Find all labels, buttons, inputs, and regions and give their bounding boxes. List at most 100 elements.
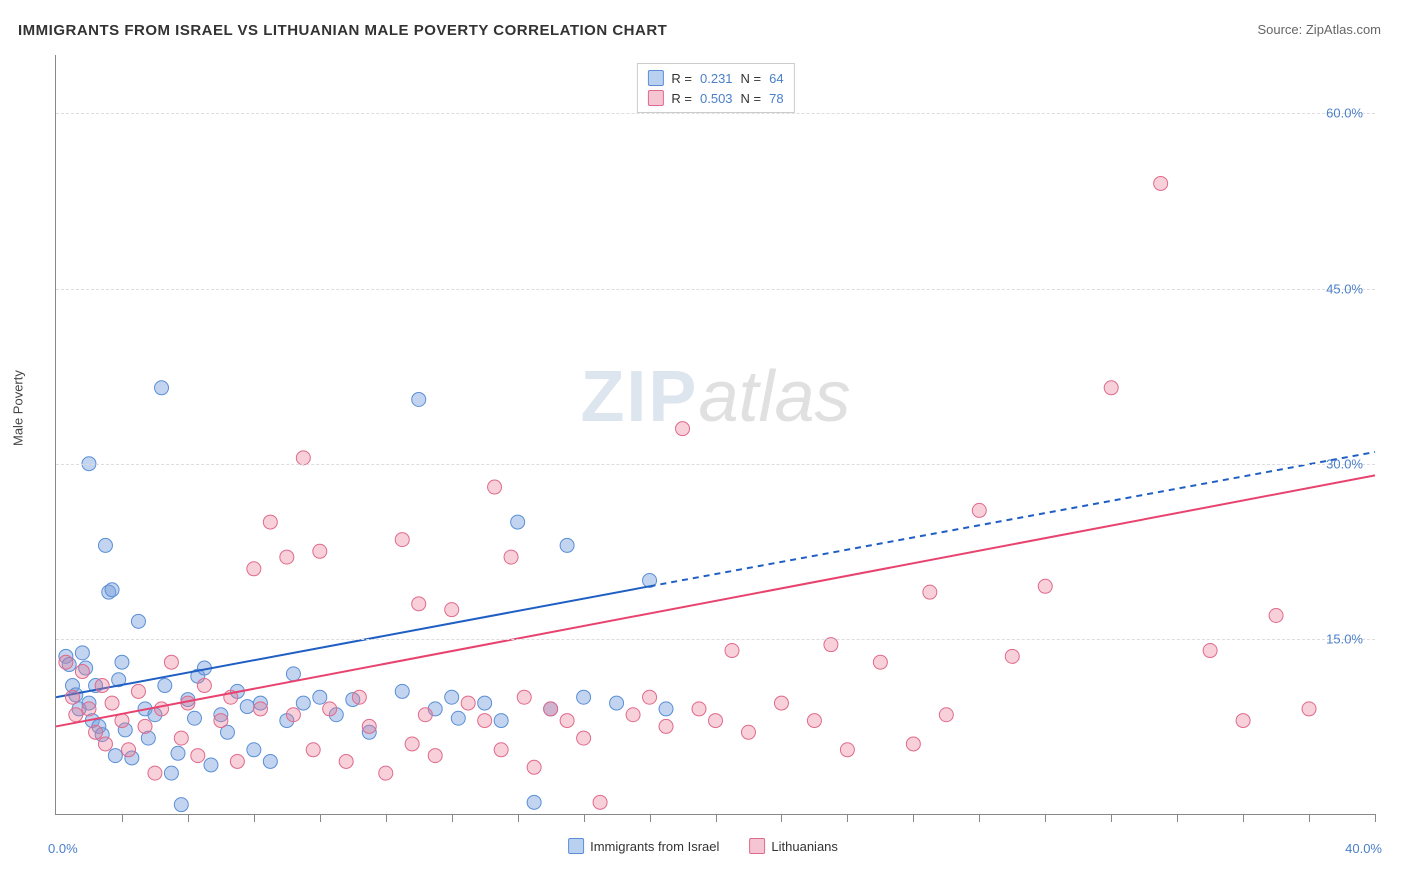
data-point xyxy=(428,749,442,763)
data-point xyxy=(478,714,492,728)
data-point xyxy=(98,538,112,552)
data-point xyxy=(774,696,788,710)
data-point xyxy=(560,538,574,552)
data-point xyxy=(577,690,591,704)
legend-N-value-2: 78 xyxy=(769,91,783,106)
data-point xyxy=(643,690,657,704)
data-point xyxy=(972,503,986,517)
data-point xyxy=(339,754,353,768)
data-point xyxy=(873,655,887,669)
x-tick xyxy=(913,814,914,822)
data-point xyxy=(122,743,136,757)
y-tick-label: 15.0% xyxy=(1326,631,1363,646)
data-point xyxy=(108,749,122,763)
data-point xyxy=(174,798,188,812)
y-tick-label: 30.0% xyxy=(1326,456,1363,471)
data-point xyxy=(263,515,277,529)
legend-N-value-1: 64 xyxy=(769,71,783,86)
x-tick xyxy=(518,814,519,822)
data-point xyxy=(593,795,607,809)
x-tick xyxy=(650,814,651,822)
x-tick xyxy=(1243,814,1244,822)
x-tick xyxy=(979,814,980,822)
data-point xyxy=(95,679,109,693)
data-point xyxy=(527,760,541,774)
data-point xyxy=(395,684,409,698)
data-point xyxy=(230,754,244,768)
chart-source: Source: ZipAtlas.com xyxy=(1257,22,1381,37)
series-name-1: Immigrants from Israel xyxy=(590,839,719,854)
plot-area: ZIPatlas R = 0.231 N = 64 R = 0.503 N = … xyxy=(55,55,1375,815)
gridline xyxy=(56,113,1375,114)
correlation-legend: R = 0.231 N = 64 R = 0.503 N = 78 xyxy=(636,63,794,113)
data-point xyxy=(1302,702,1316,716)
x-tick xyxy=(1045,814,1046,822)
data-point xyxy=(923,585,937,599)
x-tick xyxy=(1375,814,1376,822)
x-tick xyxy=(584,814,585,822)
data-point xyxy=(676,422,690,436)
data-point xyxy=(659,719,673,733)
data-point xyxy=(306,743,320,757)
scatter-plot-svg xyxy=(56,55,1375,814)
data-point xyxy=(98,737,112,751)
x-tick xyxy=(254,814,255,822)
data-point xyxy=(148,766,162,780)
data-point xyxy=(187,711,201,725)
x-tick xyxy=(452,814,453,822)
data-point xyxy=(807,714,821,728)
data-point xyxy=(1236,714,1250,728)
data-point xyxy=(504,550,518,564)
data-point xyxy=(379,766,393,780)
y-axis-label: Male Poverty xyxy=(11,370,26,446)
x-tick xyxy=(320,814,321,822)
x-tick xyxy=(188,814,189,822)
data-point xyxy=(1154,176,1168,190)
legend-R-label-2: R = xyxy=(671,91,692,106)
y-tick-label: 45.0% xyxy=(1326,281,1363,296)
data-point xyxy=(313,544,327,558)
data-point xyxy=(709,714,723,728)
data-point xyxy=(395,533,409,547)
data-point xyxy=(478,696,492,710)
legend-row-series-2: R = 0.503 N = 78 xyxy=(647,88,783,108)
data-point xyxy=(280,550,294,564)
data-point xyxy=(1104,381,1118,395)
data-point xyxy=(253,702,267,716)
data-point xyxy=(412,597,426,611)
data-point xyxy=(451,711,465,725)
data-point xyxy=(191,749,205,763)
data-point xyxy=(362,719,376,733)
data-point xyxy=(1038,579,1052,593)
data-point xyxy=(418,708,432,722)
data-point xyxy=(725,644,739,658)
trend-line-solid xyxy=(56,475,1375,726)
data-point xyxy=(1203,644,1217,658)
data-point xyxy=(544,702,558,716)
series-legend-item-2: Lithuanians xyxy=(749,838,838,854)
legend-swatch-1 xyxy=(647,70,663,86)
data-point xyxy=(214,714,228,728)
data-point xyxy=(527,795,541,809)
data-point xyxy=(155,381,169,395)
data-point xyxy=(405,737,419,751)
data-point xyxy=(939,708,953,722)
data-point xyxy=(131,614,145,628)
data-point xyxy=(577,731,591,745)
data-point xyxy=(286,708,300,722)
legend-row-series-1: R = 0.231 N = 64 xyxy=(647,68,783,88)
x-axis-min-label: 0.0% xyxy=(48,841,78,856)
series-name-2: Lithuanians xyxy=(771,839,838,854)
legend-swatch-2 xyxy=(647,90,663,106)
data-point xyxy=(494,743,508,757)
data-point xyxy=(445,603,459,617)
data-point xyxy=(75,646,89,660)
data-point xyxy=(164,655,178,669)
data-point xyxy=(1269,608,1283,622)
x-tick xyxy=(847,814,848,822)
series-swatch-1 xyxy=(568,838,584,854)
x-tick xyxy=(386,814,387,822)
gridline xyxy=(56,639,1375,640)
chart-title: IMMIGRANTS FROM ISRAEL VS LITHUANIAN MAL… xyxy=(18,22,667,39)
chart-container: IMMIGRANTS FROM ISRAEL VS LITHUANIAN MAL… xyxy=(0,0,1406,892)
